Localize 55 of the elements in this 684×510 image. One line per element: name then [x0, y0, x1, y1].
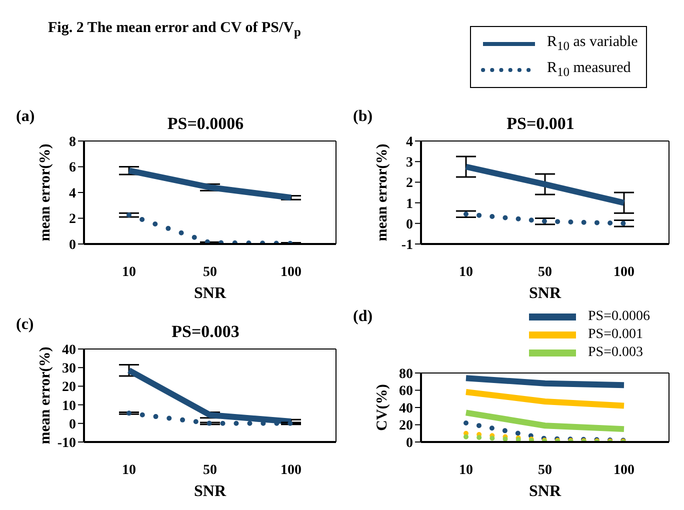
y-tick-label: 10 [62, 398, 76, 414]
y-tick-label: 20 [399, 418, 413, 434]
y-tick-label: 0 [69, 238, 76, 253]
x-axis-title: SNR [528, 285, 562, 302]
x-tick-label: 50 [203, 462, 217, 478]
text: (d) [353, 308, 373, 326]
x-tick-label: 100 [280, 264, 302, 280]
x-tick-label: 10 [122, 462, 136, 478]
legend-label: PS=0.001 [588, 327, 643, 343]
x-tick-label: 10 [122, 264, 136, 280]
y-tick-label: -1 [401, 238, 413, 253]
y-axis-title: mean error(%) [37, 346, 54, 444]
legend-label: R$_{10}$ as variable [547, 34, 638, 54]
x-tick-label: 10 [459, 462, 473, 478]
y-tick-label: 2 [69, 212, 76, 228]
y-tick-label: 4 [406, 134, 413, 150]
text: (c) [16, 316, 34, 334]
x-axis-title: SNR [528, 483, 562, 500]
y-tick-label: 6 [69, 160, 76, 176]
y-tick-label: 30 [62, 362, 76, 377]
y-tick-label: 1 [406, 196, 413, 212]
y-tick-label: 80 [399, 366, 413, 382]
y-axis-title: CV(%) [374, 384, 390, 431]
y-tick-label: 40 [399, 401, 413, 416]
text: (a) [16, 108, 35, 126]
y-tick-label: 8 [69, 134, 76, 150]
x-axis-title: SNR [194, 483, 226, 500]
x-tick-label: 100 [280, 462, 302, 478]
y-tick-label: 0 [69, 417, 76, 432]
x-tick-label: 10 [459, 264, 473, 280]
y-tick-label: 4 [69, 186, 76, 202]
chart-title: PS=0.001 [506, 114, 574, 133]
y-tick-label: 2 [406, 176, 413, 192]
x-tick-label: 50 [538, 264, 552, 280]
text: Fig. 2 The mean error and CV of PS/V$_{p}$ [48, 20, 301, 39]
chart-title: PS=0.003 [172, 322, 240, 341]
y-axis-title: mean error(%) [374, 144, 390, 242]
x-tick-label: 50 [538, 462, 552, 478]
y-tick-label: 3 [406, 156, 413, 171]
x-tick-label: 50 [203, 264, 217, 280]
x-tick-label: 100 [614, 264, 634, 280]
legend-label: R$_{10}$ measured [547, 60, 631, 80]
legend-label: PS=0.003 [588, 345, 643, 361]
y-tick-label: -10 [57, 436, 76, 451]
y-tick-label: 40 [62, 342, 76, 358]
y-tick-label: 0 [406, 436, 413, 451]
legend-label: PS=0.0006 [588, 309, 650, 325]
y-tick-label: 60 [399, 384, 413, 400]
chart-title: PS=0.0006 [167, 114, 244, 133]
y-axis-title: mean error(%) [37, 144, 54, 242]
text: (b) [353, 108, 373, 126]
x-tick-label: 100 [614, 462, 634, 478]
y-tick-label: 0 [406, 217, 413, 232]
x-axis-title: SNR [194, 285, 226, 302]
y-tick-label: 20 [62, 380, 76, 396]
